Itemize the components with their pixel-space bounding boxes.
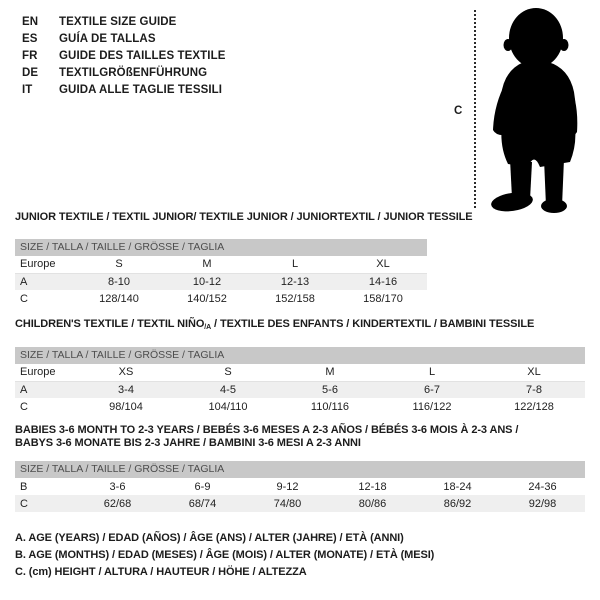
language-title: GUÍA DE TALLAS	[59, 32, 156, 45]
children-size-table: Europe XS S M L XL A 3-4 4-5 5-6 6-7 7-8…	[15, 364, 585, 415]
children-title-prefix: CHILDREN'S TEXTILE / TEXTIL NIÑO	[15, 318, 205, 330]
baby-silhouette-icon	[491, 8, 578, 213]
table-cell: 62/68	[103, 497, 132, 510]
language-code: IT	[22, 83, 33, 96]
language-title-list: EN TEXTILE SIZE GUIDE ES GUÍA DE TALLAS …	[22, 13, 226, 98]
row-label: B	[20, 480, 28, 493]
table-cell: 158/170	[363, 292, 403, 305]
language-title: GUIDE DES TAILLES TEXTILE	[59, 49, 226, 62]
junior-size-table: Europe S M L XL A 8-10 10-12 12-13 14-16…	[15, 256, 427, 307]
table-cell: 92/98	[528, 497, 557, 510]
language-code: EN	[22, 15, 39, 28]
column-header: XS	[75, 364, 177, 382]
babies-size-bar: SIZE / TALLA / TAILLE / GRÖSSE / TAGLIA	[15, 461, 585, 478]
table-cell: 104/110	[208, 400, 248, 413]
babies-section-title-line2: BABYS 3-6 MONATE BIS 2-3 JAHRE / BAMBINI…	[15, 437, 361, 449]
table-row-b: B 3-6 6-9 9-12 12-18 18-24 24-36	[15, 478, 585, 495]
column-header: Europe	[15, 364, 75, 382]
children-textile-section: CHILDREN'S TEXTILE / TEXTIL NIÑO/A / TEX…	[15, 318, 585, 415]
row-label: C	[20, 400, 28, 413]
row-label: A	[20, 275, 28, 288]
children-section-title: CHILDREN'S TEXTILE / TEXTIL NIÑO/A / TEX…	[15, 318, 585, 334]
children-title-suffix: / TEXTILE DES ENFANTS / KINDERTEXTIL / B…	[211, 318, 535, 330]
height-measure-figure: C	[450, 0, 600, 216]
language-code: ES	[22, 32, 38, 45]
column-header: L	[251, 256, 339, 274]
table-cell: 98/104	[109, 400, 143, 413]
babies-size-table: B 3-6 6-9 9-12 12-18 18-24 24-36 C 62/68…	[15, 478, 585, 512]
row-label: C	[20, 497, 28, 510]
column-header: XL	[339, 256, 427, 274]
table-cell: 3-4	[118, 383, 134, 396]
row-label: A	[20, 383, 28, 396]
children-size-bar: SIZE / TALLA / TAILLE / GRÖSSE / TAGLIA	[15, 347, 585, 364]
table-cell: 18-24	[443, 480, 472, 493]
language-row-de: DE TEXTILGRÖßENFÜHRUNG	[22, 64, 226, 81]
table-cell: 116/122	[412, 400, 452, 413]
column-header: S	[75, 256, 163, 274]
column-header: M	[279, 364, 381, 382]
table-cell: 6-9	[194, 480, 211, 493]
language-row-it: IT GUIDA ALLE TAGLIE TESSILI	[22, 81, 226, 98]
table-cell: 80/86	[358, 497, 387, 510]
language-row-fr: FR GUIDE DES TAILLES TEXTILE	[22, 47, 226, 64]
language-title: TEXTILE SIZE GUIDE	[59, 15, 177, 28]
table-row-c: C 98/104 104/110 110/116 116/122 122/128	[15, 398, 585, 415]
table-cell: 12-18	[358, 480, 387, 493]
row-label: C	[20, 292, 28, 305]
height-marker-label: C	[454, 105, 463, 117]
column-header: Europe	[15, 256, 75, 274]
language-title: GUIDA ALLE TAGLIE TESSILI	[59, 83, 223, 96]
table-cell: 86/92	[443, 497, 472, 510]
junior-section-title: JUNIOR TEXTILE / TEXTIL JUNIOR/ TEXTILE …	[15, 211, 473, 223]
language-title: TEXTILGRÖßENFÜHRUNG	[59, 66, 208, 79]
junior-textile-section: JUNIOR TEXTILE / TEXTIL JUNIOR/ TEXTILE …	[15, 211, 473, 307]
junior-size-bar: SIZE / TALLA / TAILLE / GRÖSSE / TAGLIA	[15, 239, 427, 256]
babies-textile-section: BABIES 3-6 MONTH TO 2-3 YEARS / BEBÉS 3-…	[15, 424, 585, 512]
table-cell: 140/152	[187, 292, 227, 305]
table-cell: 4-5	[220, 383, 236, 396]
table-cell: 8-10	[107, 275, 131, 288]
table-cell: 152/158	[275, 292, 315, 305]
babies-section-title-line1: BABIES 3-6 MONTH TO 2-3 YEARS / BEBÉS 3-…	[15, 424, 519, 436]
language-row-es: ES GUÍA DE TALLAS	[22, 30, 226, 47]
table-row-a: A 3-4 4-5 5-6 6-7 7-8	[15, 381, 585, 398]
table-row-a: A 8-10 10-12 12-13 14-16	[15, 273, 427, 290]
table-cell: 9-12	[276, 480, 299, 493]
table-cell: 68/74	[188, 497, 217, 510]
note-age-years: A. AGE (YEARS) / EDAD (AÑOS) / ÂGE (ANS)…	[15, 532, 404, 544]
table-cell: 7-8	[526, 383, 542, 396]
table-row-c: C 62/68 68/74 74/80 80/86 86/92 92/98	[15, 495, 585, 512]
language-code: DE	[22, 66, 39, 79]
column-header: L	[381, 364, 483, 382]
column-header: S	[177, 364, 279, 382]
table-cell: 14-16	[368, 275, 398, 288]
table-cell: 24-36	[528, 480, 557, 493]
language-row-en: EN TEXTILE SIZE GUIDE	[22, 13, 226, 30]
table-cell: 110/116	[310, 400, 350, 413]
language-code: FR	[22, 49, 38, 62]
table-cell: 74/80	[273, 497, 302, 510]
table-cell: 5-6	[322, 383, 338, 396]
legend-notes: A. AGE (YEARS) / EDAD (AÑOS) / ÂGE (ANS)…	[15, 530, 434, 581]
table-header-row: Europe XS S M L XL	[15, 364, 585, 382]
table-header-row: Europe S M L XL	[15, 256, 427, 274]
height-dotted-line	[474, 10, 476, 208]
children-title-subscript: /A	[204, 324, 212, 331]
table-cell: 6-7	[424, 383, 440, 396]
column-header: XL	[483, 364, 585, 382]
note-height-cm: C. (cm) HEIGHT / ALTURA / HAUTEUR / HÖHE…	[15, 566, 307, 578]
table-row-c: C 128/140 140/152 152/158 158/170	[15, 290, 427, 307]
table-cell: 122/128	[514, 400, 554, 413]
column-header: M	[163, 256, 251, 274]
table-cell: 128/140	[99, 292, 139, 305]
table-cell: 3-6	[109, 480, 126, 493]
table-cell: 12-13	[280, 275, 310, 288]
table-cell: 10-12	[192, 275, 222, 288]
note-age-months: B. AGE (MONTHS) / EDAD (MESES) / ÂGE (MO…	[15, 549, 435, 561]
